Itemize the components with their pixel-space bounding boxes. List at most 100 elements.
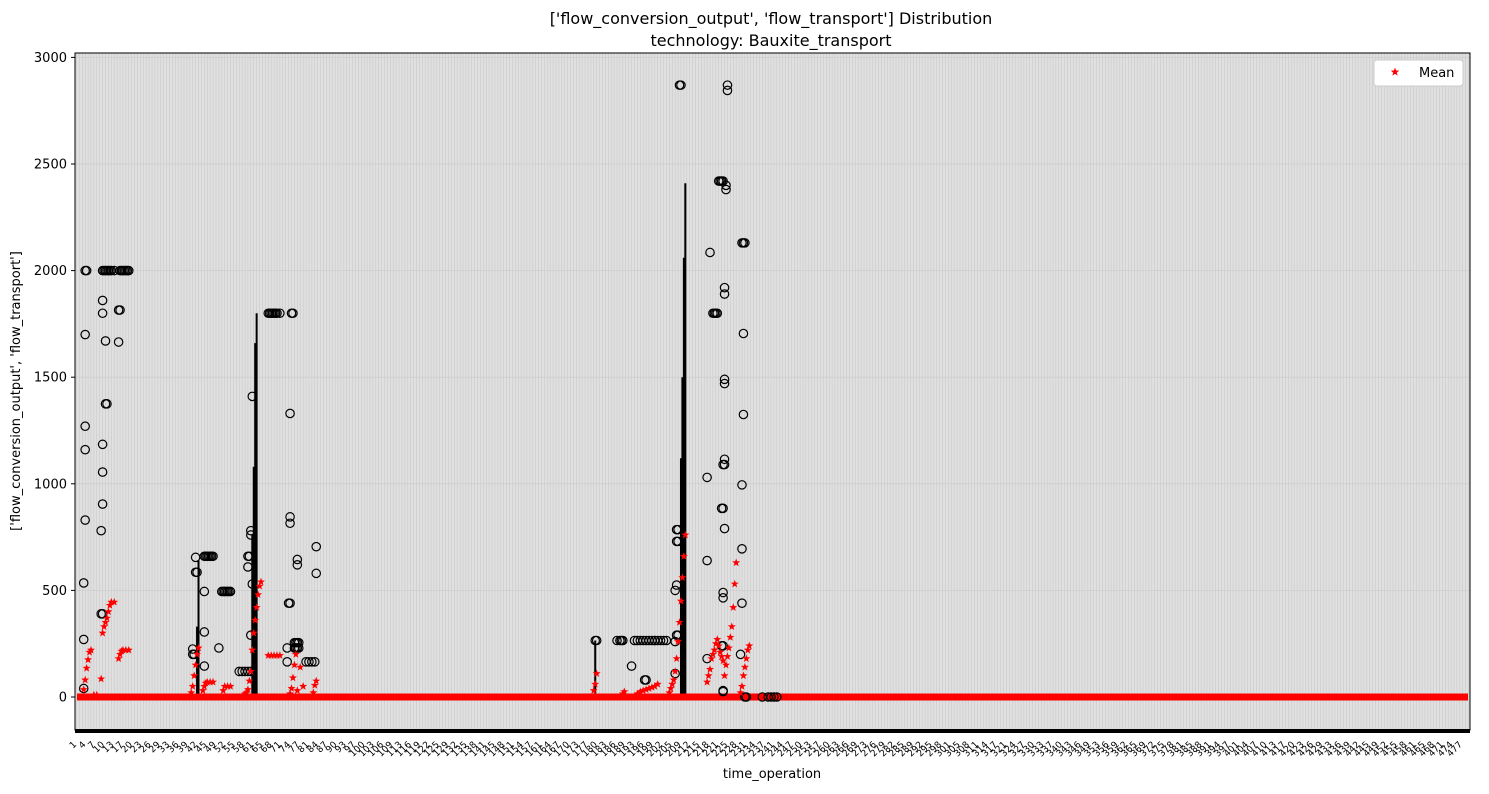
outlier-point — [740, 238, 750, 248]
mean-point — [84, 655, 93, 664]
outlier-point — [772, 692, 782, 702]
mean-point — [206, 677, 215, 686]
mean-point — [717, 652, 726, 660]
plot-area — [75, 53, 1470, 730]
mean-point — [296, 662, 305, 671]
mean-point — [191, 660, 200, 669]
mean-point — [101, 618, 110, 626]
outlier-point — [246, 530, 256, 540]
mean-point — [89, 690, 98, 699]
mean-point — [732, 558, 741, 567]
mean-point — [708, 650, 717, 658]
mean-point — [193, 650, 202, 658]
mean-point — [97, 674, 106, 683]
mean-point — [81, 675, 90, 684]
mean-point — [722, 660, 730, 669]
chart-title-line2: technology: Bauxite_transport — [650, 31, 891, 51]
outlier-point — [719, 459, 730, 470]
mean-point — [209, 677, 218, 686]
outlier-point — [719, 523, 730, 534]
outlier-point — [769, 692, 779, 702]
outlier-point — [246, 525, 256, 536]
y-tick-label: 500 — [42, 584, 67, 599]
mean-point — [200, 682, 209, 690]
outlier-point — [293, 643, 304, 653]
outlier-point — [641, 675, 651, 685]
mean-point — [248, 645, 257, 654]
mean-point — [724, 643, 733, 652]
mean-point — [620, 687, 629, 696]
mean-point — [116, 650, 125, 658]
chart-title-line1: ['flow_conversion_output', 'flow_transpo… — [550, 9, 993, 29]
outlier-point — [738, 409, 749, 420]
outlier-point — [113, 337, 124, 347]
outlier-point — [243, 562, 253, 572]
mean-point — [671, 667, 680, 675]
outlier-point — [766, 692, 776, 702]
mean-point — [736, 688, 745, 697]
mean-point — [665, 688, 674, 697]
mean-point — [287, 684, 296, 692]
mean-point — [668, 680, 677, 688]
outlier-point — [304, 657, 314, 667]
mean-point — [703, 677, 712, 686]
mean-point — [255, 581, 264, 590]
mean-point — [286, 689, 295, 698]
mean-point — [737, 682, 746, 690]
outlier-point — [718, 685, 728, 696]
outlier-point — [199, 586, 210, 597]
outlier-point — [97, 439, 108, 450]
outlier-point — [735, 649, 746, 660]
outlier-point — [97, 467, 108, 477]
mean-point — [704, 671, 713, 680]
outlier-point — [719, 282, 730, 293]
mean-point — [592, 669, 601, 677]
x-tick-labels: 1471013172023262933363942454952555861656… — [68, 740, 1465, 759]
mean-point — [636, 687, 645, 696]
mean-point — [194, 643, 203, 652]
y-axis-label: ['flow_conversion_output', 'flow_transpo… — [9, 251, 24, 531]
mean-point — [114, 654, 123, 663]
x-tick-band — [75, 729, 1470, 733]
mean-point — [719, 656, 728, 665]
outlier-point — [673, 536, 683, 547]
outlier-point — [282, 657, 292, 667]
vertical-gridlines — [76, 53, 1469, 730]
outlier-point — [722, 85, 733, 96]
outlier-point — [719, 378, 730, 389]
mean-point — [723, 652, 732, 660]
mean-point — [310, 681, 319, 689]
legend: Mean — [1373, 59, 1464, 87]
mean-point — [79, 685, 88, 693]
outlier-point — [737, 544, 747, 554]
mean-point — [220, 682, 229, 690]
outlier-point — [655, 635, 666, 646]
mean-point — [743, 645, 752, 654]
outlier-point — [719, 289, 730, 299]
outlier-point — [311, 568, 322, 579]
mean-point — [730, 579, 739, 588]
mean-point — [252, 603, 261, 611]
outlier-point — [192, 567, 202, 578]
outlier-point — [81, 265, 92, 276]
outlier-point — [78, 634, 89, 645]
outlier-point — [702, 472, 712, 483]
mean-point — [727, 622, 736, 631]
y-tick-label: 2500 — [34, 158, 67, 173]
mean-point — [681, 530, 690, 539]
mean-point — [198, 686, 207, 694]
y-tick-label: 2000 — [34, 264, 67, 279]
outlier-point — [671, 580, 682, 590]
outlier-point — [288, 308, 298, 319]
outlier-point — [225, 586, 236, 597]
outlier-point — [80, 329, 90, 340]
outlier-point — [307, 657, 317, 667]
mean-point — [589, 686, 598, 694]
mean-point — [110, 597, 119, 606]
mean-point — [291, 650, 300, 658]
outlier-point — [247, 391, 258, 402]
mean-point — [676, 596, 685, 605]
mean-point — [726, 633, 735, 641]
mean-point — [650, 682, 659, 690]
legend-box — [1373, 59, 1464, 87]
